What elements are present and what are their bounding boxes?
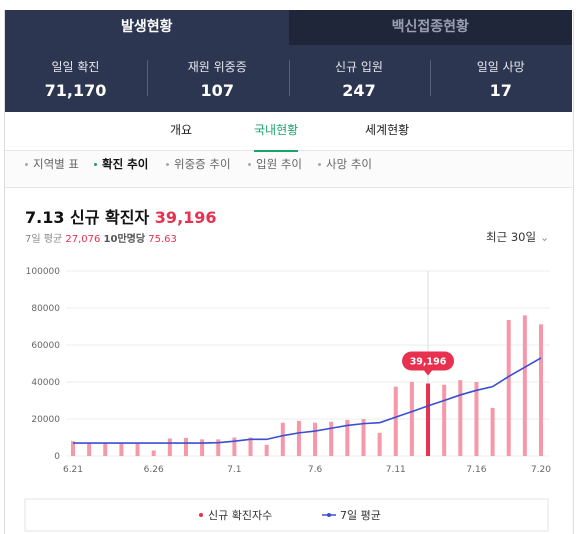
bar [183,437,188,456]
legend-label: 신규 확진자수 [208,509,272,522]
summary-sub: 7일 평균 27,076 10만명당 75.63 [25,230,177,245]
divider [146,60,148,96]
bar [280,422,285,456]
stat-value: 247 [342,81,376,100]
avg-line [73,357,542,444]
nav-tab[interactable]: 국내현황 [254,112,299,152]
bar [409,382,414,456]
bar [506,320,511,456]
bar [361,419,366,456]
bar [248,437,253,456]
bar [393,386,398,456]
tooltip-arrow [424,370,433,376]
bar [474,382,479,456]
x-tick-label: 7.6 [308,465,323,475]
y-tick-label: 80000 [31,304,60,314]
subnav-tab[interactable]: 확진 추이 [94,156,148,172]
bar [313,422,318,456]
subnav-tab[interactable]: 입원 추이 [248,156,302,172]
legend-swatch [327,513,331,517]
stat-value: 17 [489,81,512,100]
x-tick-label: 7.20 [531,465,551,475]
subnav-tab[interactable]: 사망 추이 [318,156,372,172]
x-tick-label: 6.21 [63,465,83,475]
y-tick-label: 40000 [31,378,60,388]
stat-value: 107 [200,81,234,100]
bar [135,443,140,456]
bar [296,420,301,456]
card [4,10,574,534]
range: 최근 30일 [486,230,537,244]
stat: 일일 확진 71,170 [5,45,146,112]
x-tick-label: 7.16 [466,465,486,475]
bar [103,443,108,456]
bar [329,421,334,456]
bar [522,315,527,456]
x-tick-label: 7.11 [386,465,406,475]
bar [264,444,269,456]
tooltip-bg [402,351,455,371]
stat: 재원 위중증 107 [147,45,288,112]
stat-label: 신규 입원 [335,60,383,74]
stat-label: 재원 위중증 [187,60,247,74]
legend-swatch [199,513,203,517]
avg-label: 7일 평균 [25,234,63,245]
stat: 신규 입원 247 [289,45,430,112]
bar [216,439,221,456]
bar [458,380,463,456]
range-dropdown[interactable]: 최근 30일 ⌄ [486,230,550,244]
stat: 일일 사망 17 [430,45,571,112]
y-tick-label: 0 [54,452,60,462]
nav-tab[interactable]: 세계현황 [365,123,410,137]
y-tick-label: 60000 [31,341,60,351]
bar [377,432,382,456]
legend-box [24,498,549,532]
per-label: 10만명당 [103,234,146,245]
subnav-tab[interactable]: 위중증 추이 [166,156,231,172]
subnav-tab[interactable]: 지역별 표 [25,156,79,172]
y-tick-label: 20000 [31,415,60,425]
stat-value: 71,170 [44,81,107,100]
bar [87,443,92,456]
summary-value: 39,196 [154,208,217,227]
summary-title: 7.13 신규 확진자 39,196 [25,204,217,228]
bar [119,443,124,456]
divider [430,60,432,96]
bar [442,384,447,456]
bar [345,419,350,456]
bar [426,383,431,456]
stat-label: 일일 사망 [476,60,525,74]
bar [232,437,237,456]
header-tab[interactable]: 백신접종현황 [288,10,572,45]
bar [71,441,75,456]
x-tick-label: 6.26 [144,465,164,475]
nav-tab[interactable]: 개요 [170,123,193,137]
bar [167,438,172,456]
avg-value: 27,076 [65,234,101,245]
per-value: 75.63 [148,234,177,245]
y-tick-label: 100000 [26,267,61,277]
data-label: 39,196 [410,356,447,367]
header-tab[interactable]: 발생현황 [5,10,289,45]
bar [539,324,543,456]
bar [151,450,156,456]
title: 7.13 신규 확진자 [25,208,150,227]
divider [288,60,290,96]
bar [490,407,495,456]
legend-label: 7일 평균 [340,508,381,522]
x-tick-label: 7.1 [227,465,241,475]
stat-label: 일일 확진 [51,60,100,74]
bar [200,439,205,456]
